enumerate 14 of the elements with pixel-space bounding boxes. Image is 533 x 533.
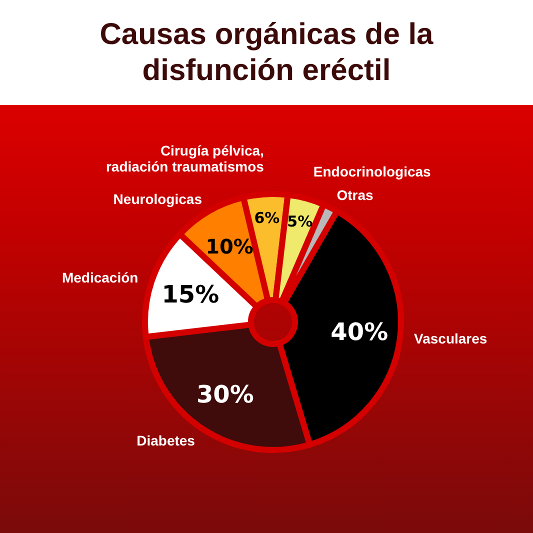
slice-label: Cirugía pélvica, radiación traumatismos [106,142,264,174]
data-label: 10% [206,234,254,259]
slice-label: Vasculares [414,330,488,346]
data-label: 5% [287,212,313,231]
data-label: 40% [330,318,388,346]
slice-label: Neurologicas [113,191,202,208]
data-label: 6% [254,209,280,228]
data-label: 15% [162,280,220,309]
slice-label: Endocrinologicas [313,163,432,180]
data-label: 30% [196,380,254,409]
chart-title: Causas orgánicas de la disfunción eréctil [0,0,533,105]
slice-label: Medicación [62,269,138,286]
slice-label: Diabetes [136,432,196,449]
slice-label: Otras [336,187,374,204]
